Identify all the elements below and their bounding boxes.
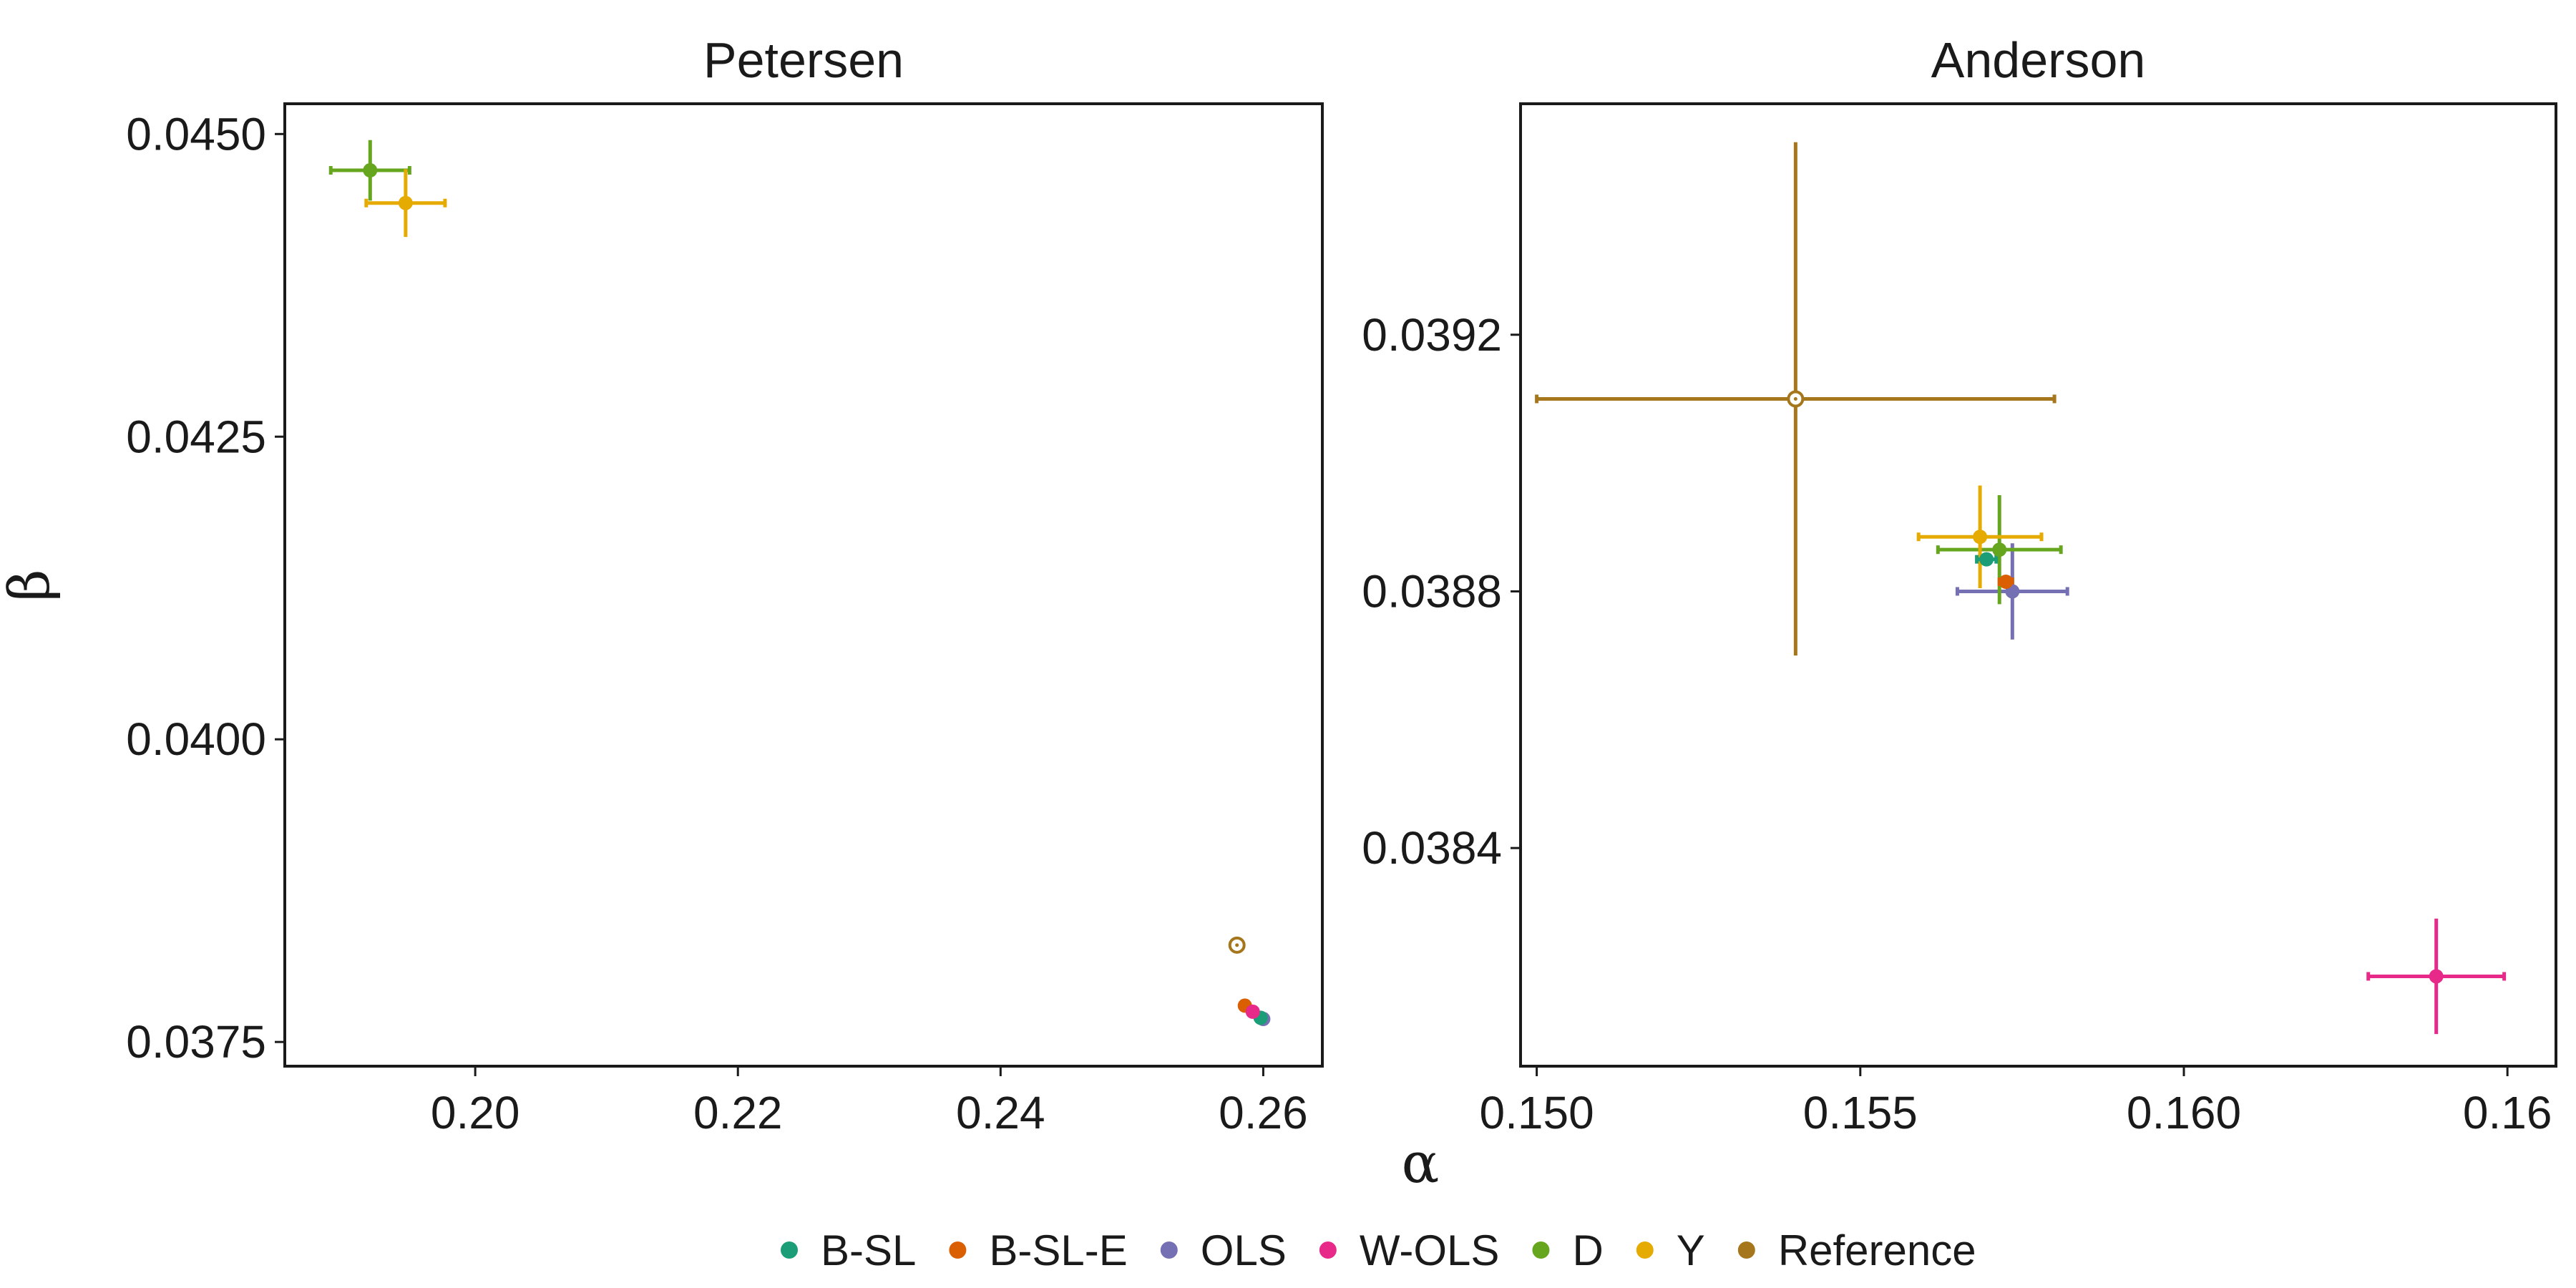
point-w-ols bbox=[1245, 1004, 1260, 1019]
y-tick-label: 0.0400 bbox=[126, 713, 266, 765]
x-tick-label: 0.16 bbox=[2463, 1087, 2552, 1138]
y-tick-label: 0.0375 bbox=[126, 1016, 266, 1068]
x-tick-label: 0.150 bbox=[1480, 1087, 1594, 1138]
point-d bbox=[1992, 542, 2007, 557]
point-y bbox=[398, 195, 413, 210]
panel-title-petersen: Petersen bbox=[703, 32, 904, 88]
legend-label-reference: Reference bbox=[1778, 1226, 1976, 1274]
legend-key-y bbox=[1636, 1241, 1654, 1259]
legend-key-w-ols bbox=[1319, 1241, 1337, 1259]
legend-key-b-sl bbox=[781, 1241, 798, 1259]
point-y bbox=[1973, 530, 1988, 545]
point-center-reference bbox=[1793, 396, 1797, 401]
x-tick-label: 0.26 bbox=[1219, 1087, 1308, 1138]
x-tick-label: 0.20 bbox=[431, 1087, 520, 1138]
point-d bbox=[363, 163, 378, 178]
legend-key-d bbox=[1532, 1241, 1550, 1259]
legend-label-ols: OLS bbox=[1201, 1226, 1287, 1274]
legend-label-d: D bbox=[1572, 1226, 1603, 1274]
panel-title-anderson: Anderson bbox=[1931, 32, 2146, 88]
y-tick-label: 0.0384 bbox=[1362, 822, 1502, 874]
x-tick-label: 0.22 bbox=[693, 1087, 783, 1138]
y-tick-label: 0.0392 bbox=[1362, 309, 1502, 361]
point-w-ols bbox=[2429, 969, 2444, 984]
y-axis-title: β bbox=[0, 569, 62, 601]
x-axis-title: α bbox=[1402, 1131, 1440, 1196]
panel-frame bbox=[1519, 102, 2557, 1068]
x-tick-label: 0.24 bbox=[956, 1087, 1045, 1138]
y-tick-label: 0.0388 bbox=[1362, 565, 1502, 617]
legend-label-w-ols: W-OLS bbox=[1360, 1226, 1500, 1274]
legend-key-ols bbox=[1160, 1241, 1178, 1259]
point-b-sl-e bbox=[1999, 575, 2014, 590]
x-tick-label: 0.160 bbox=[2127, 1087, 2241, 1138]
y-tick-label: 0.0425 bbox=[126, 411, 266, 462]
point-center-reference bbox=[1235, 943, 1239, 947]
y-tick-label: 0.0450 bbox=[126, 108, 266, 160]
legend-label-b-sl: B-SL bbox=[821, 1226, 916, 1274]
legend-key-reference bbox=[1737, 1241, 1755, 1259]
point-b-sl bbox=[1979, 552, 1994, 567]
legend-label-b-sl-e: B-SL-E bbox=[989, 1226, 1127, 1274]
legend-label-y: Y bbox=[1677, 1226, 1705, 1274]
legend-key-b-sl-e bbox=[949, 1241, 967, 1259]
panel-frame bbox=[283, 102, 1324, 1068]
x-tick-label: 0.155 bbox=[1803, 1087, 1918, 1138]
